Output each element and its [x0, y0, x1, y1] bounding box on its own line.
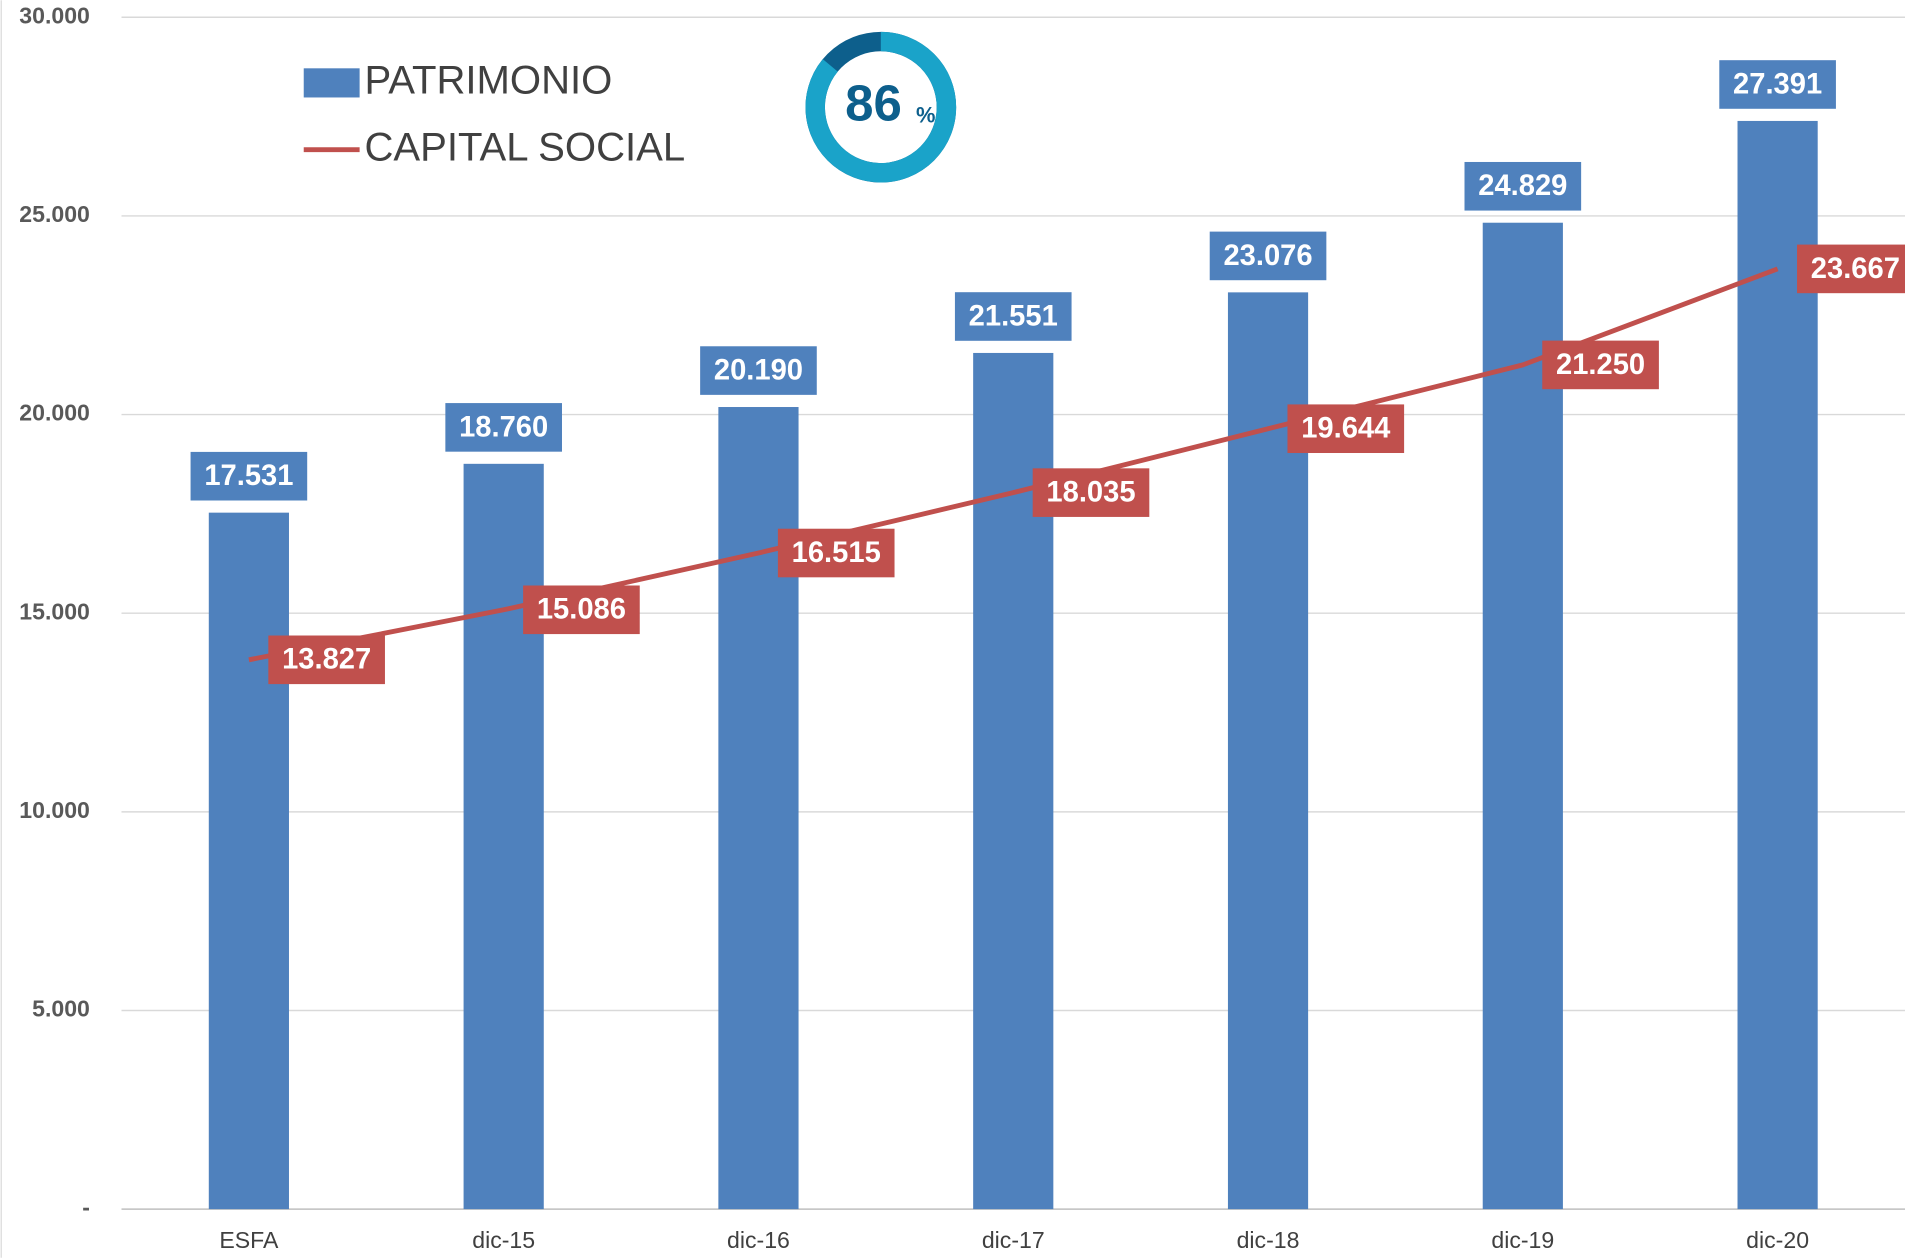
data-label: 24.829	[1478, 170, 1567, 202]
bar	[1737, 120, 1818, 1210]
x-tick-label: dic-19	[1491, 1227, 1554, 1253]
data-label-box	[1542, 340, 1659, 390]
y-tick-label: 25.000	[19, 201, 90, 227]
donut-arc	[805, 31, 957, 183]
x-tick-label: dic-17	[982, 1227, 1045, 1253]
data-label: 27.391	[1733, 68, 1822, 100]
data-label-box	[1464, 161, 1582, 211]
donut-label: 86	[845, 75, 902, 132]
data-label: 23.076	[1223, 240, 1312, 272]
data-label-box	[1032, 468, 1150, 517]
data-label: 21.551	[969, 300, 1058, 332]
bar	[208, 512, 289, 1210]
data-label: 13.827	[282, 644, 371, 676]
y-tick-label: -	[82, 1194, 90, 1220]
data-label: 23.667	[1811, 253, 1900, 285]
data-label-box	[1797, 244, 1905, 294]
data-label: 18.760	[459, 411, 548, 443]
y-tick-label: 15.000	[19, 598, 90, 624]
x-tick-label: dic-15	[472, 1227, 535, 1253]
data-label-box	[700, 346, 817, 395]
data-label-box	[1209, 231, 1327, 281]
legend-label: PATRIMONIO	[364, 58, 612, 102]
data-label-box	[954, 292, 1072, 341]
x-tick-label: ESFA	[219, 1227, 279, 1253]
data-label-box	[777, 528, 895, 578]
donut-unit: %	[916, 103, 935, 128]
data-label: 17.531	[204, 460, 293, 492]
data-label-box	[523, 585, 640, 635]
data-label: 20.190	[714, 354, 803, 386]
data-label-box	[268, 635, 385, 685]
data-label-box	[1719, 60, 1836, 109]
data-label-box	[445, 403, 562, 452]
data-label: 16.515	[792, 537, 881, 569]
x-tick-label: dic-18	[1237, 1227, 1300, 1253]
bar	[463, 463, 544, 1210]
line	[248, 266, 1779, 663]
y-tick-label: 30.000	[19, 2, 90, 28]
y-tick-label: 20.000	[19, 400, 90, 426]
data-label-box	[190, 451, 308, 501]
y-tick-label: 10.000	[19, 797, 90, 823]
data-label: 15.086	[537, 594, 626, 626]
bar	[718, 407, 799, 1210]
x-tick-label: dic-16	[727, 1227, 790, 1253]
data-label: 19.644	[1301, 413, 1391, 445]
x-tick-label: dic-20	[1746, 1227, 1809, 1253]
legend-label: CAPITAL SOCIAL	[364, 125, 685, 169]
legend-swatch	[303, 68, 360, 98]
data-label-box	[1287, 404, 1405, 454]
y-tick-label: 5.000	[32, 996, 90, 1022]
data-label: 18.035	[1046, 477, 1135, 509]
data-label: 21.250	[1556, 349, 1645, 381]
